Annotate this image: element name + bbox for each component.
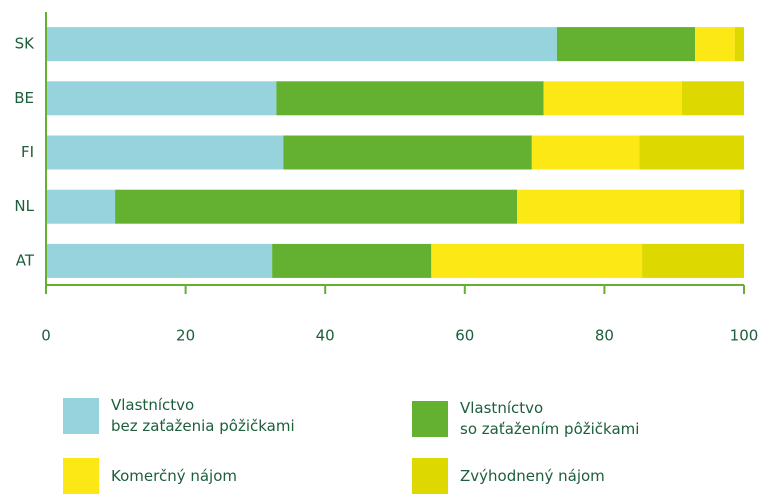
legend-label: Vlastníctvo bez zaťaženia pôžičkami	[111, 396, 295, 435]
bar-segment	[46, 135, 284, 170]
x-tick-label: 20	[176, 327, 195, 345]
legend-label: Komerčný nájom	[111, 466, 237, 485]
legend-item: Komerčný nájom	[63, 458, 237, 494]
x-tick-label: 60	[455, 327, 474, 345]
bar-segment	[695, 27, 735, 62]
bar-segment	[272, 243, 432, 278]
y-tick-label: BE	[14, 89, 34, 107]
bar-segment	[46, 189, 116, 224]
y-tick-label: AT	[16, 251, 35, 269]
y-tick-label: SK	[15, 35, 36, 53]
y-tick-label: FI	[21, 143, 34, 161]
y-tick-label: NL	[14, 197, 34, 215]
bar-segment	[642, 243, 744, 278]
bar-segment	[681, 81, 744, 116]
bar-segment	[46, 243, 273, 278]
bar-segment	[276, 81, 544, 116]
legend-swatch	[63, 458, 99, 494]
legend-item: Zvýhodnený nájom	[412, 458, 605, 494]
bar-segment	[431, 243, 643, 278]
x-tick-label: 0	[41, 327, 51, 345]
chart: SK BE FI NL AT 0 20 40 60 80 100	[14, 12, 759, 345]
bar-segment	[517, 189, 740, 224]
bar-segment	[734, 27, 744, 62]
legend-swatch	[412, 458, 448, 494]
bar-segment	[46, 27, 557, 62]
bar-segment	[283, 135, 532, 170]
legend-item: Vlastníctvo so zaťažením pôžičkami	[412, 398, 639, 440]
legend-item: Vlastníctvo bez zaťaženia pôžičkami	[63, 395, 295, 437]
bar-segment	[46, 81, 277, 116]
bar-segment	[639, 135, 744, 170]
legend-swatch	[63, 398, 99, 434]
bar-segment	[739, 189, 744, 224]
x-tick-label: 80	[595, 327, 614, 345]
bar-segment	[115, 189, 518, 224]
legend-label: Vlastníctvo so zaťažením pôžičkami	[460, 399, 640, 438]
x-tick-label: 100	[730, 327, 759, 345]
bar-segment	[531, 135, 640, 170]
legend-swatch	[412, 401, 448, 437]
legend-label: Zvýhodnený nájom	[460, 466, 605, 485]
bar-segment	[543, 81, 682, 116]
x-tick-label: 40	[316, 327, 335, 345]
bar-segment	[556, 27, 696, 62]
